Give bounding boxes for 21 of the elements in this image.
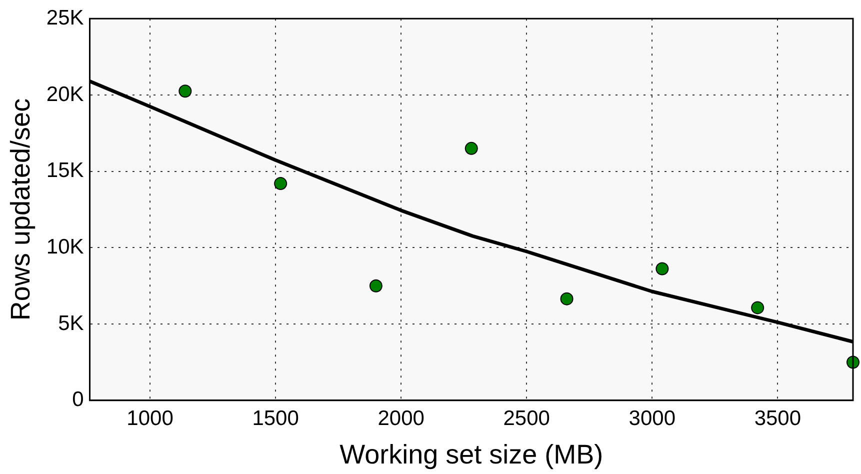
- x-tick-label: 2500: [503, 406, 550, 430]
- x-tick-label: 2000: [378, 406, 424, 430]
- point: [178, 84, 192, 98]
- x-tick-label: 1500: [252, 406, 299, 430]
- x-tick-label: 3000: [628, 406, 676, 430]
- x-tick-label: 1000: [126, 406, 174, 430]
- point: [560, 292, 574, 306]
- y-tick-label: 15K: [46, 159, 84, 182]
- y-tick-label: 5K: [58, 312, 84, 335]
- y-tick-label: 20K: [46, 82, 84, 106]
- point: [751, 301, 764, 314]
- y-tick-label: 10K: [46, 235, 84, 258]
- y-tick-label: 0: [72, 388, 84, 412]
- point: [464, 142, 478, 155]
- point: [369, 279, 382, 292]
- y-axis-title: Rows updated/sec: [6, 98, 36, 321]
- x-axis-title: Working set size (MB): [340, 439, 604, 470]
- x-tick-label: 3500: [754, 406, 802, 430]
- point: [274, 177, 288, 190]
- point: [656, 262, 669, 276]
- y-tick-label: 25K: [46, 6, 84, 30]
